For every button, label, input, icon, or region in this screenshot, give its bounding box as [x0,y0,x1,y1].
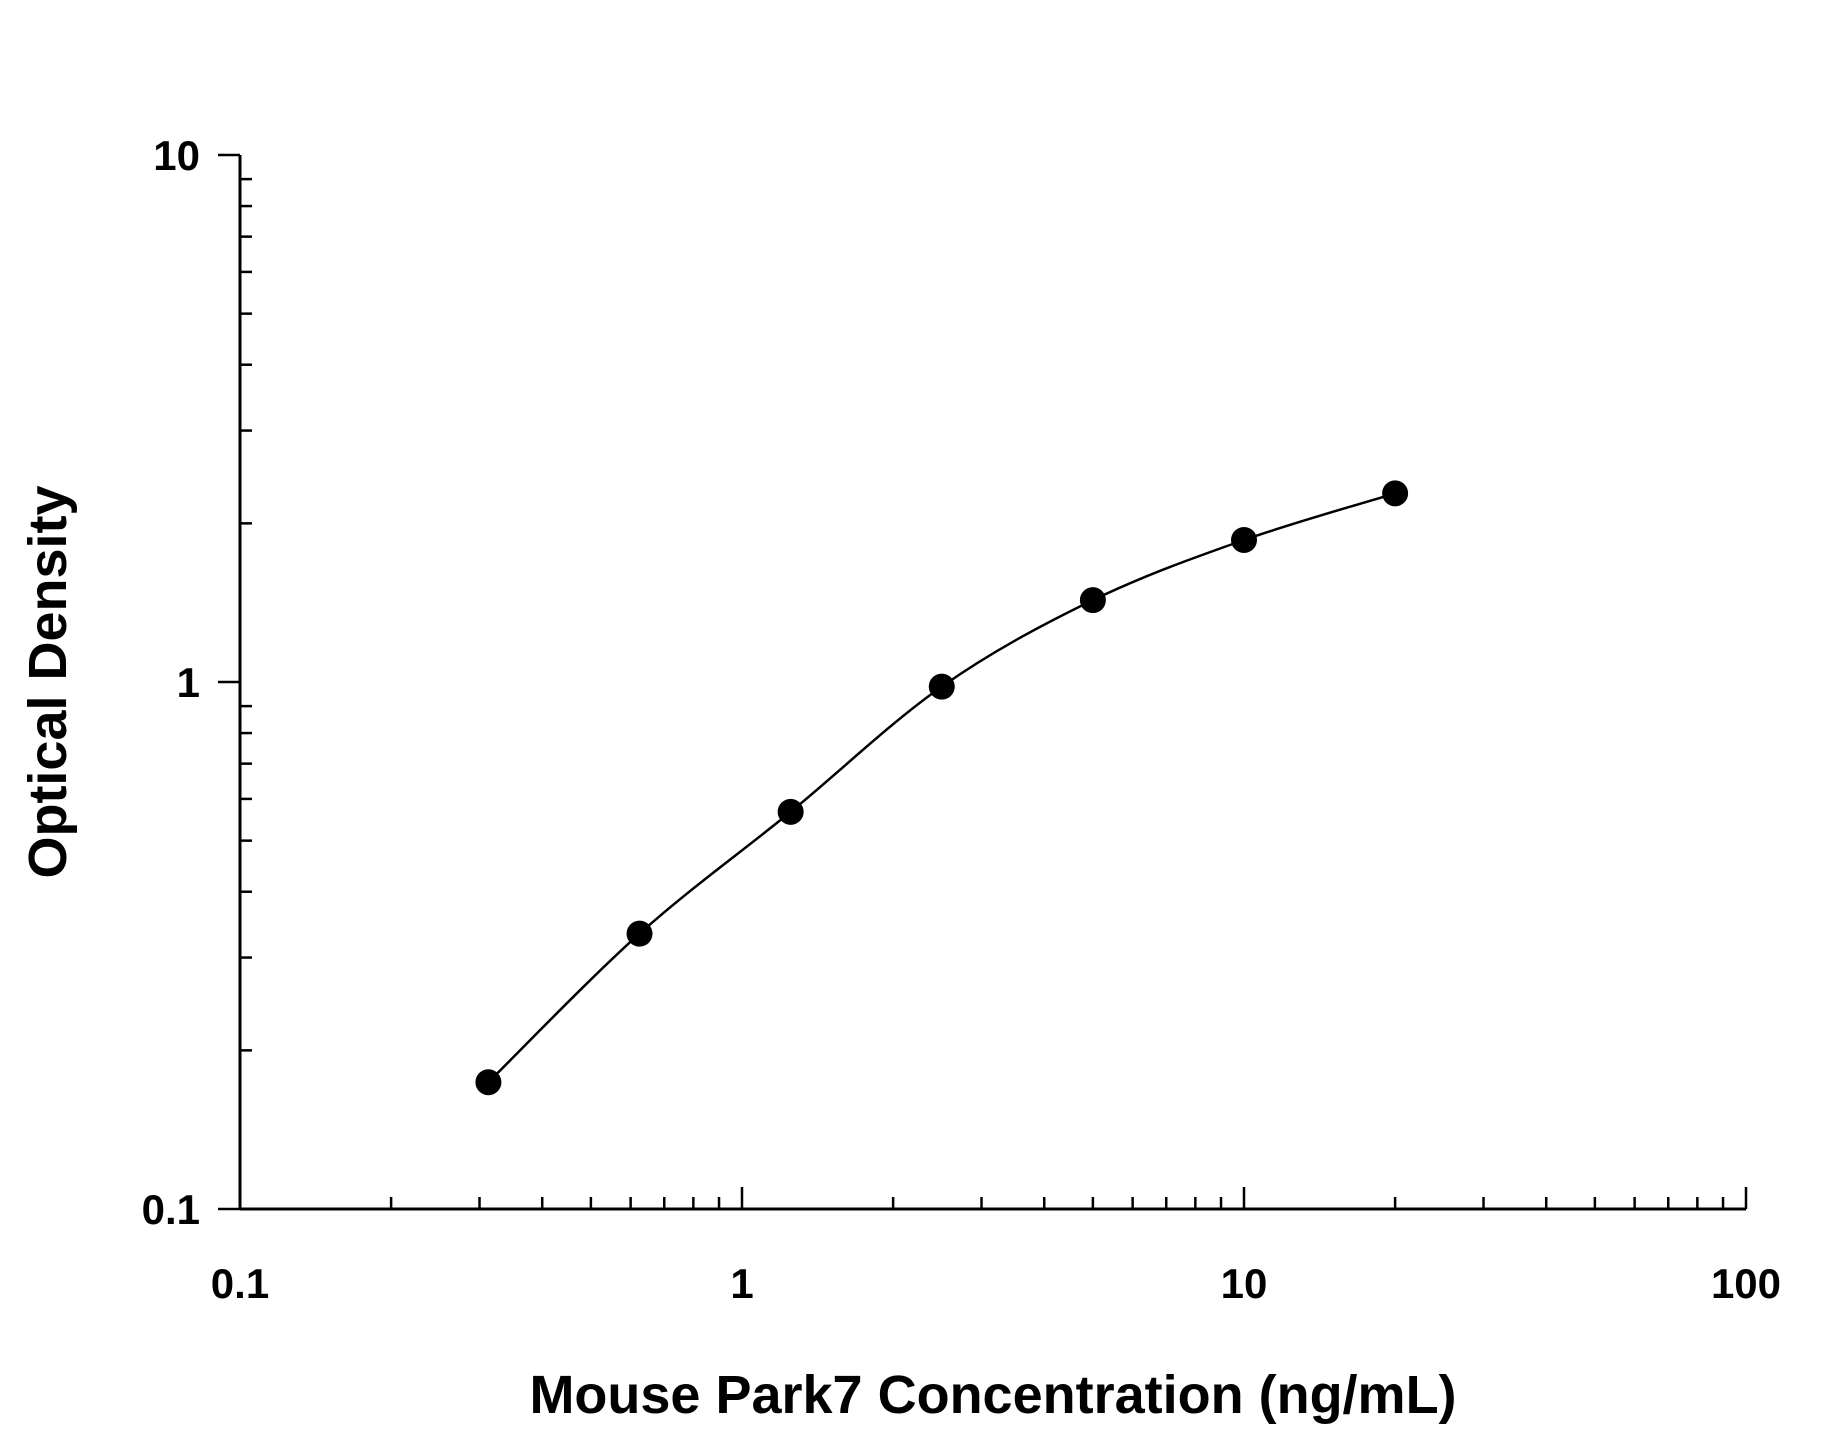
y-tick-label: 10 [153,132,200,179]
data-point [1079,587,1106,614]
y-tick-label: 1 [177,659,200,706]
data-points [475,480,1409,1096]
x-axis: 0.1 1 10 100 [211,1187,1781,1307]
y-minor-ticks [240,177,252,1052]
x-major-ticks: 0.1 1 10 100 [211,1187,1781,1307]
data-point [928,673,955,700]
data-point [1231,526,1257,553]
data-point [777,798,804,825]
x-axis-title: Mouse Park7 Concentration (ng/mL) [529,1365,1456,1425]
data-point [626,920,653,947]
x-tick-label: 1 [730,1260,753,1307]
x-minor-ticks [389,1197,1725,1209]
y-tick-label: 0.1 [142,1186,200,1233]
data-point [475,1069,502,1096]
y-axis: 0.1 1 10 [142,132,252,1233]
data-point [1382,480,1409,507]
fit-curve [487,492,1396,1084]
x-tick-label: 10 [1221,1260,1268,1307]
x-tick-label: 100 [1711,1260,1781,1307]
y-major-ticks: 0.1 1 10 [142,132,240,1233]
y-axis-title: Optical Density [18,485,78,878]
x-tick-label: 0.1 [211,1260,269,1307]
